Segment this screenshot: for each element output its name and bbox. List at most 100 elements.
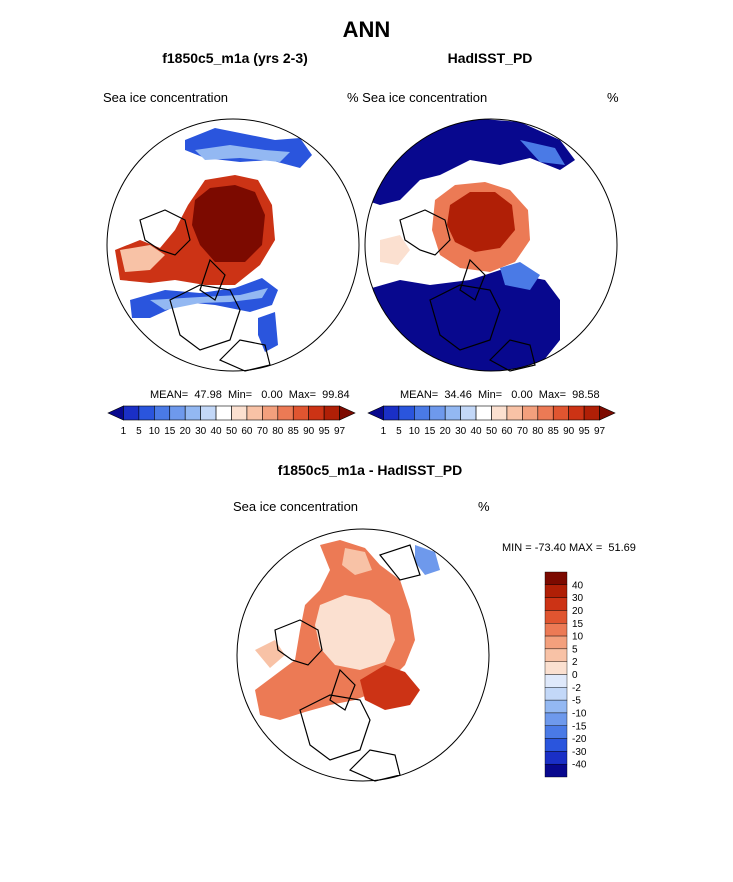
left-panel-title: f1850c5_m1a (yrs 2-3) bbox=[162, 50, 308, 66]
colorbar-swatch bbox=[444, 405, 461, 421]
colorbar-left: 1 5 10 15 20 30 40 50 60 70 80 85 90 95 97 bbox=[107, 405, 356, 437]
colorbar-swatch bbox=[308, 405, 325, 421]
colorbar-tick-label: 50 bbox=[486, 426, 498, 437]
diff-polar-map bbox=[236, 528, 490, 782]
colorbar-tick-label: 50 bbox=[226, 426, 238, 437]
right-polar-map bbox=[364, 118, 618, 372]
colorbar-tick-label: 20 bbox=[572, 606, 584, 617]
diff-panel-title: f1850c5_m1a - HadISST_PD bbox=[277, 462, 463, 478]
colorbar-swatch bbox=[367, 405, 384, 421]
colorbar-swatch bbox=[544, 635, 568, 650]
colorbar-tick-label: 15 bbox=[572, 619, 584, 630]
colorbar-tick-label: 20 bbox=[180, 426, 192, 437]
colorbar-swatch bbox=[339, 405, 356, 421]
diff-panel-label: Sea ice concentration bbox=[233, 499, 359, 514]
colorbar-swatch bbox=[414, 405, 431, 421]
colorbar-tick-label: 0 bbox=[572, 670, 578, 681]
colorbar-tick-label: 30 bbox=[455, 426, 467, 437]
colorbar-swatch bbox=[544, 738, 568, 752]
colorbar-tick-label: -30 bbox=[572, 747, 587, 758]
colorbar-swatch bbox=[383, 405, 400, 421]
colorbar-tick-label: 97 bbox=[334, 426, 346, 437]
colorbar-swatch bbox=[544, 751, 568, 765]
colorbar-swatch bbox=[544, 725, 568, 739]
colorbar-swatch bbox=[491, 405, 508, 421]
colorbar-swatch bbox=[154, 405, 171, 421]
colorbar-tick-label: 70 bbox=[517, 426, 529, 437]
colorbar-tick-label: 1 bbox=[381, 426, 387, 437]
colorbar-tick-label: -5 bbox=[572, 696, 581, 707]
colorbar-swatch bbox=[292, 405, 309, 421]
colorbar-tick-label: 90 bbox=[563, 426, 575, 437]
left-polar-map bbox=[106, 118, 360, 372]
colorbar-tick-label: 97 bbox=[594, 426, 606, 437]
colorbar-tick-label: 40 bbox=[211, 426, 223, 437]
colorbar-swatch bbox=[544, 610, 568, 624]
colorbar-tick-label: -15 bbox=[572, 721, 587, 732]
colorbar-swatch bbox=[544, 597, 568, 611]
colorbar-swatch bbox=[544, 623, 568, 637]
colorbar-tick-label: 95 bbox=[319, 426, 331, 437]
right-panel-label: % Sea ice concentration bbox=[347, 90, 488, 105]
colorbar-tick-label: 5 bbox=[396, 426, 402, 437]
colorbar-tick-label: -2 bbox=[572, 683, 581, 694]
colorbar-tick-label: 85 bbox=[288, 426, 300, 437]
colorbar-swatch bbox=[215, 405, 232, 421]
colorbar-tick-label: 1 bbox=[121, 426, 127, 437]
left-panel-stats: MEAN= 47.98 Min= 0.00 Max= 99.84 bbox=[150, 389, 350, 401]
colorbar-tick-label: -40 bbox=[572, 760, 587, 771]
colorbar-swatch bbox=[398, 405, 415, 421]
colorbar-tick-label: 60 bbox=[501, 426, 513, 437]
colorbar-swatch bbox=[544, 763, 568, 778]
colorbar-tick-label: 90 bbox=[303, 426, 315, 437]
colorbar-tick-label: 10 bbox=[572, 632, 584, 643]
colorbar-swatch bbox=[544, 661, 568, 675]
colorbar-swatch bbox=[138, 405, 155, 421]
colorbar-tick-label: 85 bbox=[548, 426, 560, 437]
colorbar-swatch bbox=[544, 687, 568, 701]
colorbar-tick-label: 10 bbox=[409, 426, 421, 437]
colorbar-swatch bbox=[544, 571, 568, 586]
colorbar-swatch bbox=[552, 405, 569, 421]
colorbar-tick-label: 40 bbox=[471, 426, 483, 437]
colorbar-tick-label: 60 bbox=[241, 426, 253, 437]
colorbar-swatch bbox=[522, 405, 539, 421]
colorbar-swatch bbox=[475, 405, 492, 421]
colorbar-tick-label: 70 bbox=[257, 426, 269, 437]
colorbar-swatch bbox=[544, 712, 568, 726]
colorbar-swatch bbox=[246, 405, 263, 421]
colorbar-tick-label: 30 bbox=[572, 593, 584, 604]
colorbar-swatch bbox=[169, 405, 186, 421]
colorbar-tick-label: 40 bbox=[572, 580, 584, 591]
colorbar-tick-label: 5 bbox=[572, 644, 578, 655]
left-panel-label: Sea ice concentration bbox=[103, 90, 229, 105]
colorbar-swatch bbox=[231, 405, 248, 421]
colorbar-swatch bbox=[544, 674, 568, 688]
colorbar-swatch bbox=[544, 699, 568, 714]
colorbar-swatch bbox=[184, 405, 201, 421]
colorbar-swatch bbox=[568, 405, 585, 421]
figure-title: ANN bbox=[342, 17, 391, 42]
colorbar-swatch bbox=[460, 405, 477, 421]
colorbar-swatch bbox=[544, 584, 568, 598]
colorbar-tick-label: 15 bbox=[164, 426, 176, 437]
colorbar-tick-label: 30 bbox=[195, 426, 207, 437]
right-panel-title: HadISST_PD bbox=[447, 50, 533, 66]
right-panel-unit: % bbox=[607, 90, 619, 105]
colorbar-tick-label: 2 bbox=[572, 657, 578, 668]
colorbar-swatch bbox=[544, 648, 568, 662]
colorbar-swatch bbox=[506, 405, 523, 421]
colorbar-swatch bbox=[107, 405, 124, 421]
colorbar-tick-label: 10 bbox=[149, 426, 161, 437]
colorbar-swatch bbox=[323, 405, 340, 421]
colorbar-swatch bbox=[123, 405, 140, 421]
colorbar-right: 1 5 10 15 20 30 40 50 60 70 80 85 90 95 97 bbox=[367, 405, 616, 437]
colorbar-tick-label: 5 bbox=[136, 426, 142, 437]
colorbar-tick-label: 15 bbox=[424, 426, 436, 437]
colorbar-tick-label: 20 bbox=[440, 426, 452, 437]
colorbar-swatch bbox=[429, 405, 446, 421]
colorbar-swatch bbox=[583, 405, 600, 421]
colorbar-tick-label: 95 bbox=[579, 426, 591, 437]
